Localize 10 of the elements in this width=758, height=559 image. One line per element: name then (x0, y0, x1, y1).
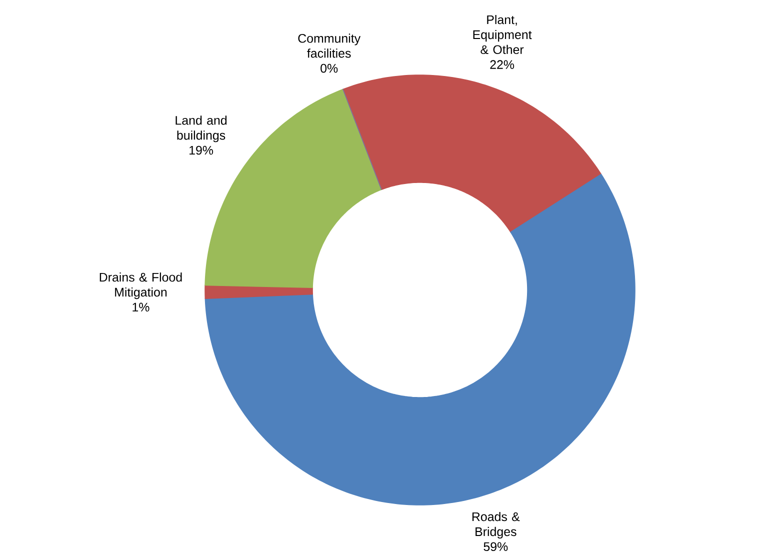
data-label: 19% (190, 146, 214, 155)
slice-label: Land and buildings (176, 116, 227, 142)
category-label: Community facilities (298, 34, 361, 58)
slice-label: Roads & Bridges (472, 512, 520, 539)
slice-label: Drains & Flood Mitigation (100, 272, 182, 300)
data-label: 59% (484, 542, 508, 552)
data-label: 1% (132, 302, 150, 312)
text: 0% (320, 64, 338, 73)
data-label: 22% (490, 60, 514, 69)
slice-label: Plant, Equipment & Other (473, 15, 532, 54)
